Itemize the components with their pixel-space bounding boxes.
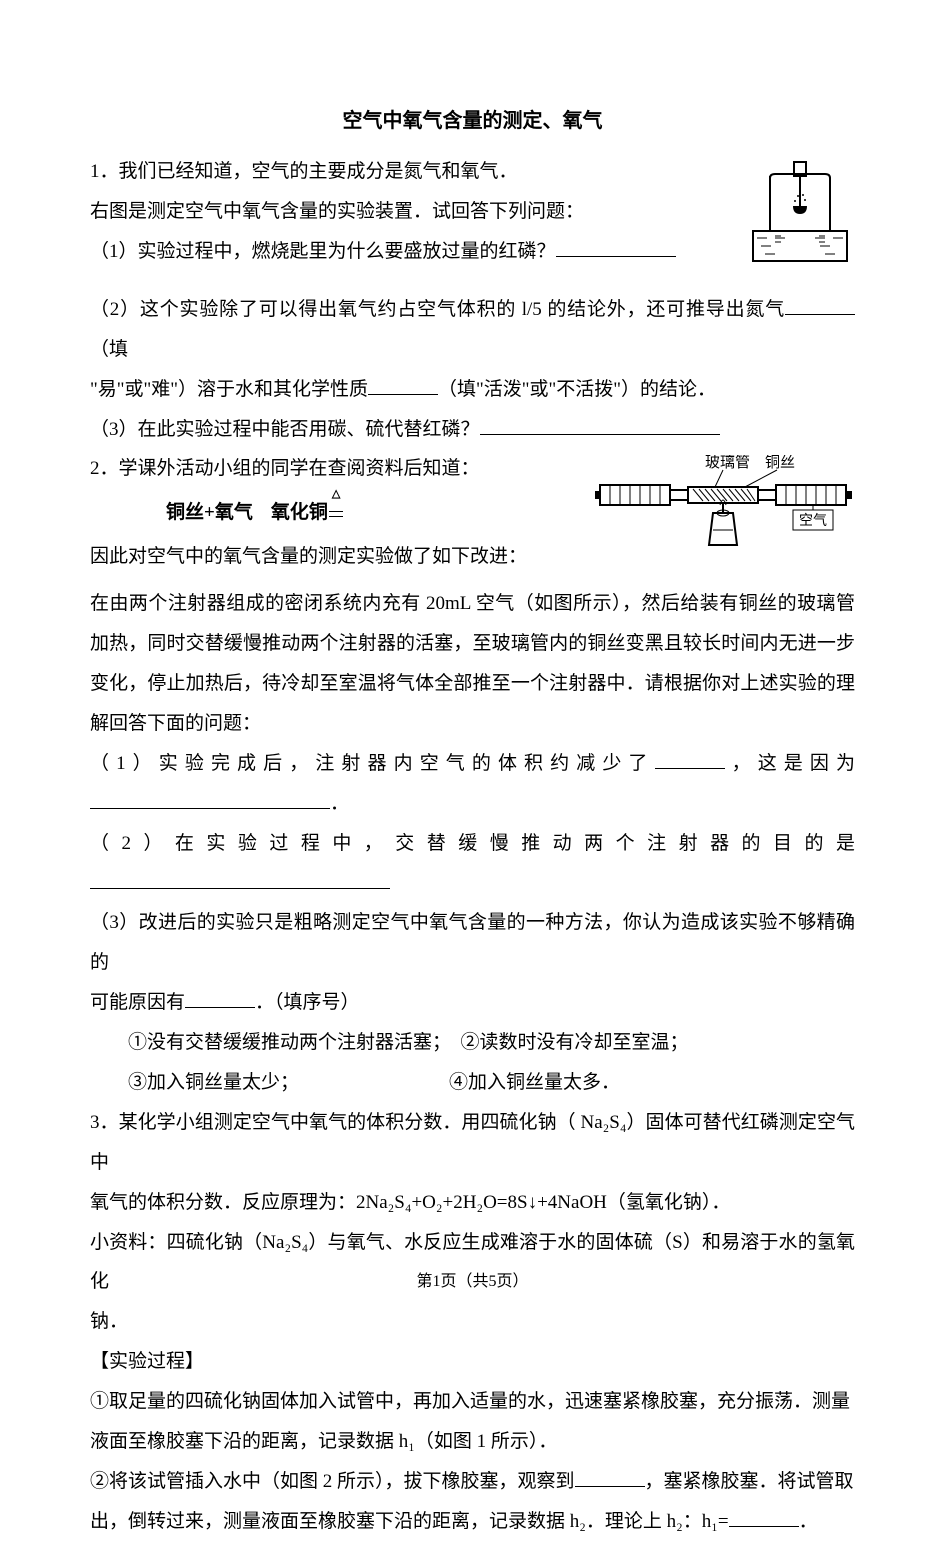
- q3-s2d: ．: [799, 1511, 818, 1532]
- figure-q2: 玻璃管 铜丝: [595, 455, 855, 580]
- q3-l1: 3．某化学小组测定空气中氧气的体积分数．用四硫化钠（ Na₂S₄）固体可替代红磷…: [90, 1103, 855, 1183]
- fig2-label-glass: 玻璃管: [705, 455, 750, 471]
- q3-s2c: 出，倒转过来，测量液面至橡胶塞下沿的距离，记录数据 h₂．理论上 h₂：h₁=: [90, 1511, 729, 1532]
- q1-p2b: （填: [90, 339, 128, 360]
- opt2: ②读数时没有冷却至室温；: [461, 1032, 689, 1053]
- blank: [556, 237, 676, 257]
- q1-intro-1: 1．我们已经知道，空气的主要成分是氮气和氧气．: [90, 152, 855, 192]
- q1-p3: （3）在此实验过程中能否用碳、硫代替红磷？: [90, 410, 855, 450]
- page-container: 空气中氧气含量的测定、氧气 1．我们已经知道，空气的主要成分是氮气和氧气．: [0, 0, 945, 1339]
- q3-s2: ②将该试管插入水中（如图 2 所示），拔下橡胶塞，观察到，塞紧橡胶塞．将试管取 …: [90, 1462, 855, 1542]
- q2-body: 在由两个注射器组成的密闭系统内充有 20mL 空气（如图所示），然后给装有铜丝的…: [90, 584, 855, 744]
- q2-p3b: 可能原因有: [90, 992, 185, 1013]
- blank: [90, 789, 330, 809]
- q1-p2c: "易"或"难"）溶于水和其化学性质: [90, 379, 368, 400]
- q3-l2: 氧气的体积分数．反应原理为：2Na₂S₄+O₂+2H₂O=8S↓+4NaOH（氢…: [90, 1183, 855, 1223]
- figure-q1: [745, 156, 855, 286]
- blank: [368, 375, 438, 395]
- q3-l4: 钠．: [90, 1302, 855, 1342]
- q2-p1b: ，这是因为: [725, 753, 855, 774]
- q2-p1c: ．: [330, 793, 349, 814]
- blank: [90, 869, 390, 889]
- q1-p1: （1）实验过程中，燃烧匙里为什么要盛放过量的红磷？: [90, 232, 855, 272]
- eq-lhs: 铜丝+氧气: [166, 502, 253, 523]
- q3-s1: ①取足量的四硫化钠固体加入试管中，再加入适量的水，迅速塞紧橡胶塞，充分振荡．测量: [90, 1382, 855, 1422]
- q1-p2a: （2）这个实验除了可以得出氧气约占空气体积的 l/5 的结论外，还可推导出氮气: [90, 299, 785, 320]
- q2-p2: （2）在实验过程中，交替缓慢推动两个注射器的目的是: [90, 824, 855, 904]
- q2-p1a: （1）实验完成后，注射器内空气的体积约减少了: [90, 753, 655, 774]
- blank: [575, 1467, 645, 1487]
- q3-heading: 【实验过程】: [90, 1342, 855, 1382]
- q1-p2: （2）这个实验除了可以得出氧气约占空气体积的 l/5 的结论外，还可推导出氮气 （…: [90, 290, 855, 410]
- q2-p3a: （3）改进后的实验只是粗略测定空气中氧气含量的一种方法，你认为造成该实验不够精确…: [90, 912, 855, 973]
- q1-intro-2: 右图是测定空气中氧气含量的实验装置．试回答下列问题：: [90, 192, 855, 232]
- fig2-label-air: 空气: [799, 513, 827, 529]
- blank: [655, 749, 725, 769]
- fig2-label-copper: 铜丝: [765, 455, 795, 471]
- page-footer: 第1页（共5页）: [0, 1265, 945, 1299]
- q3-s2b: ，塞紧橡胶塞．将试管取: [645, 1471, 854, 1492]
- document-title: 空气中氧气含量的测定、氧气: [90, 100, 855, 142]
- q2-p2a: （2）在实验过程中，交替缓慢推动两个注射器的目的是: [90, 833, 855, 854]
- blank: [729, 1507, 799, 1527]
- opt3: ③加入铜丝量太少；: [128, 1072, 299, 1093]
- q1-p1-text: （1）实验过程中，燃烧匙里为什么要盛放过量的红磷？: [90, 241, 556, 262]
- q1-p3-text: （3）在此实验过程中能否用碳、硫代替红磷？: [90, 419, 480, 440]
- blank: [480, 415, 720, 435]
- blank: [185, 988, 255, 1008]
- opt4: ④加入铜丝量太多．: [449, 1072, 620, 1093]
- q2-p3c: ．（填序号）: [255, 992, 360, 1013]
- q2-p1: （1）实验完成后，注射器内空气的体积约减少了 ，这是因为 ．: [90, 744, 855, 824]
- q1-p2d: （填"活泼"或"不活拨"）的结论．: [438, 379, 716, 400]
- opt1: ①没有交替缓缓推动两个注射器活塞；: [128, 1032, 451, 1053]
- q3-s1b: 液面至橡胶塞下沿的距离，记录数据 h₁（如图 1 所示）．: [90, 1422, 855, 1462]
- q2-p3: （3）改进后的实验只是粗略测定空气中氧气含量的一种方法，你认为造成该实验不够精确…: [90, 903, 855, 1023]
- q3-s2a: ②将该试管插入水中（如图 2 所示），拔下橡胶塞，观察到: [90, 1471, 575, 1492]
- eq-delta: △: [256, 483, 340, 506]
- q2-options: ①没有交替缓缓推动两个注射器活塞； ②读数时没有冷却至室温； ③加入铜丝量太少；…: [90, 1023, 855, 1103]
- blank: [785, 295, 855, 315]
